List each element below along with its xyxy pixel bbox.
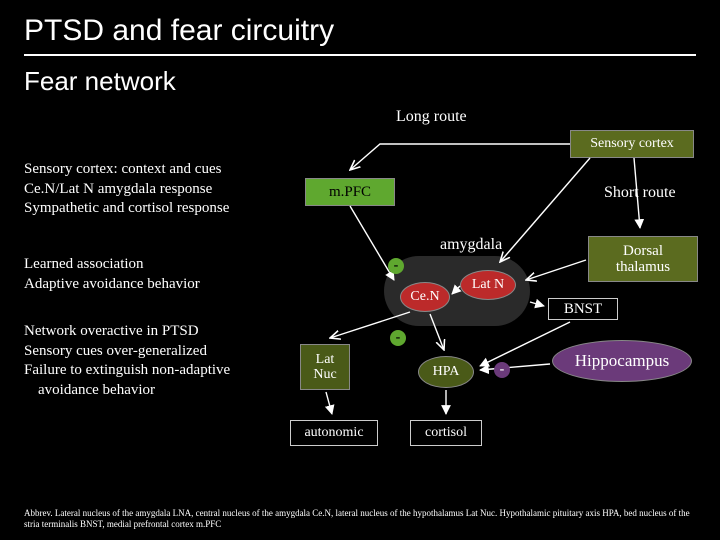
label-long-route: Long route — [396, 108, 467, 126]
node-hpa: HPA — [418, 356, 474, 388]
node-hippocampus: Hippocampus — [552, 340, 692, 382]
text-block-2: Learned associationAdaptive avoidance be… — [24, 255, 274, 294]
node-mPFC: m.PFC — [305, 178, 395, 206]
minus-icon: - — [390, 330, 406, 346]
subtitle: Fear network — [0, 66, 720, 97]
minus-icon: - — [388, 258, 404, 274]
label-amygdala: amygdala — [440, 236, 502, 254]
node-cortisol: cortisol — [410, 420, 482, 446]
node-latN: Lat N — [460, 270, 516, 300]
node-dorsalThal: Dorsal thalamus — [588, 236, 698, 282]
text-block-1: Sensory cortex: context and cuesCe.N/Lat… — [24, 160, 274, 219]
page-title: PTSD and fear circuitry — [0, 0, 720, 54]
label-short-route: Short route — [604, 184, 676, 202]
node-latNuc: Lat Nuc — [300, 344, 350, 390]
minus-icon: - — [494, 362, 510, 378]
footnote: Abbrev. Lateral nucleus of the amygdala … — [24, 508, 694, 531]
node-ceN: Ce.N — [400, 282, 450, 312]
node-bnst: BNST — [548, 298, 618, 320]
node-autonomic: autonomic — [290, 420, 378, 446]
text-block-3: Network overactive in PTSDSensory cues o… — [24, 322, 284, 400]
node-sensoryCortex: Sensory cortex — [570, 130, 694, 158]
divider — [24, 54, 696, 56]
